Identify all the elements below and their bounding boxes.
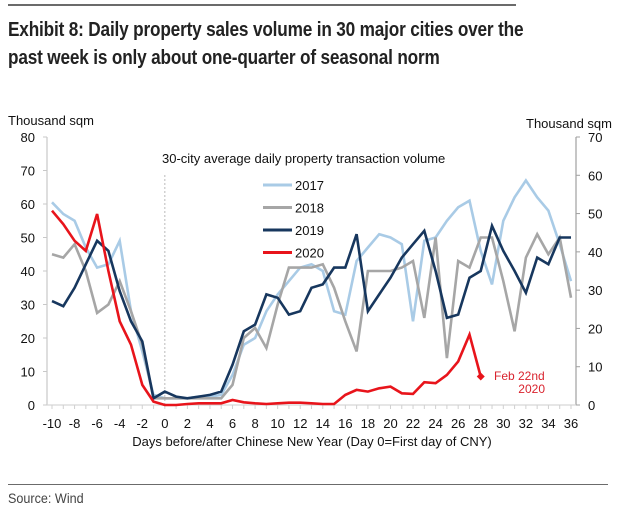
title-line-1: Exhibit 8: Daily property sales volume i… [8,19,524,41]
x-tick-label: 12 [293,416,307,431]
legend-label-2019: 2019 [295,223,324,238]
left-tick-label: 60 [21,197,35,212]
x-tick-label: 22 [406,416,420,431]
right-tick-label: 20 [588,321,602,336]
legend-label-2018: 2018 [295,201,324,216]
left-tick-label: 70 [21,164,35,179]
annotation-layer: Feb 22nd 2020 [476,369,545,396]
x-tick-label: 34 [541,416,555,431]
bottom-rule [8,484,608,485]
x-tick-label: -4 [114,416,126,431]
chart-subtitle: 30-city average daily property transacti… [162,151,445,166]
right-tick-label: 60 [588,168,602,183]
x-tick-label: 36 [564,416,578,431]
right-tick-label: 40 [588,245,602,260]
exhibit-title: Exhibit 8: Daily property sales volume i… [8,16,524,72]
left-axis-label: Thousand sqm [8,113,94,128]
top-rule [8,4,516,6]
left-tick-label: 0 [28,398,35,413]
left-tick-label: 50 [21,231,35,246]
x-tick-label: 26 [451,416,465,431]
x-tick-label: -6 [91,416,103,431]
right-tick-label: 10 [588,360,602,375]
title-line-2: past week is only about one-quarter of s… [8,47,440,69]
legend-label-2020: 2020 [295,246,324,261]
series-line-2019 [51,221,571,401]
x-tick-label: -10 [43,416,62,431]
x-tick-label: 24 [428,416,442,431]
source-note: Source: Wind [8,490,84,506]
x-tick-label: 28 [474,416,488,431]
series-line-2017 [51,178,573,400]
x-tick-label: -2 [136,416,148,431]
x-tick-label: 20 [383,416,397,431]
x-tick-label: -8 [69,416,81,431]
x-tick-label: 2 [184,416,191,431]
x-tick-label: 10 [270,416,284,431]
legend-label-2017: 2017 [295,178,324,193]
right-tick-label: 70 [588,130,602,145]
x-tick-label: 18 [361,416,375,431]
x-tick-label: 14 [316,416,330,431]
annotation-line-2: 2020 [518,382,545,396]
x-tick-label: 4 [206,416,213,431]
annotation-marker [476,372,485,381]
series-layer [51,178,573,407]
legend: 2017 2018 2019 2020 [263,178,324,261]
x-tick-label: 16 [338,416,352,431]
left-tick-label: 30 [21,298,35,313]
left-tick-label: 20 [21,331,35,346]
left-tick-label: 10 [21,365,35,380]
right-tick-label: 0 [588,398,595,413]
left-tick-label: 40 [21,264,35,279]
annotation-line-1: Feb 22nd [494,369,545,383]
x-axis-label: Days before/after Chinese New Year (Day … [132,434,491,449]
x-tick-label: 8 [251,416,258,431]
right-tick-label: 30 [588,283,602,298]
left-tick-label: 80 [21,130,35,145]
right-tick-label: 50 [588,207,602,222]
series-line-2020 [51,209,482,407]
right-axis-label: Thousand sqm [526,116,612,131]
x-tick-label: 6 [229,416,236,431]
x-tick-label: 0 [161,416,168,431]
x-tick-label: 32 [519,416,533,431]
x-tick-label: 30 [496,416,510,431]
